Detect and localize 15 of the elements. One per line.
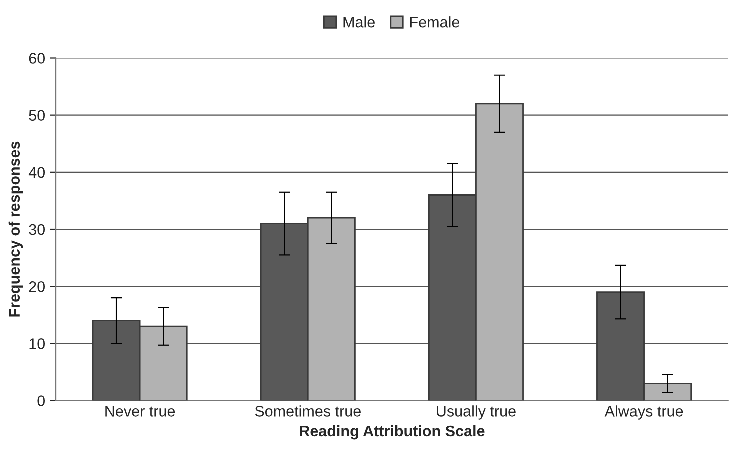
legend-label: Female (410, 16, 460, 28)
x-tick-label: Usually true (437, 406, 516, 420)
legend-label: Male (344, 16, 375, 28)
y-tick-label: 20 (29, 281, 46, 292)
y-tick-label: 10 (30, 338, 46, 350)
x-axis-title: Reading Attribution Scale (300, 425, 485, 440)
y-tick-label: 50 (29, 110, 46, 122)
x-tick-label: Always true (604, 406, 684, 420)
x-tick-label: Never true (106, 406, 176, 417)
y-axis-title: Frequency of responses (8, 142, 24, 317)
y-tick-label: 0 (38, 396, 46, 406)
y-tick-label: 40 (28, 167, 46, 178)
x-tick-label: Sometimes true (255, 406, 361, 417)
y-tick-label: 60 (29, 53, 46, 64)
y-tick-label: 30 (29, 224, 46, 236)
